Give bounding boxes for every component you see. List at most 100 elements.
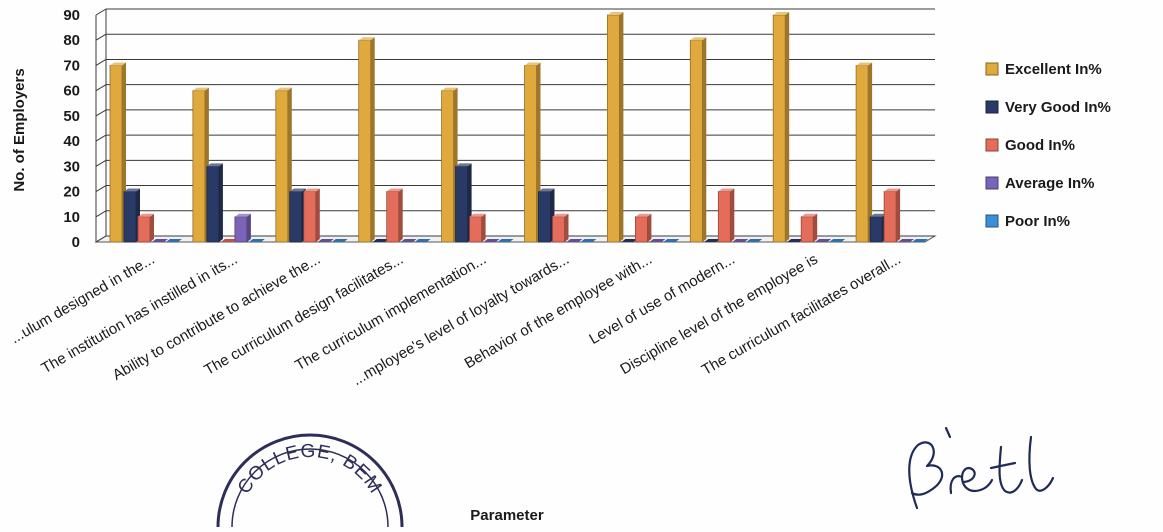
bar-zero (663, 239, 680, 242)
bar (883, 188, 901, 243)
bar-top (455, 163, 472, 167)
legend-swatch (985, 62, 999, 76)
bar-front (192, 90, 206, 243)
bar (635, 213, 652, 243)
bar-front (386, 191, 400, 243)
bar (358, 37, 375, 243)
bar (137, 213, 154, 243)
seal-text: COLLEGE, BEM (234, 441, 385, 498)
legend-item: Good In% (985, 137, 1075, 154)
bar (386, 188, 403, 243)
bar-zero (704, 239, 721, 242)
bar-zero (621, 239, 638, 242)
bar-top (538, 188, 555, 192)
gridline-side (95, 159, 107, 167)
bar-zero (787, 239, 804, 242)
bar (331, 239, 348, 242)
category-label: ...ulum designed in the... (8, 251, 158, 347)
bar-zero (166, 239, 182, 242)
y-tick-label: 50 (63, 108, 80, 125)
bar-top (469, 213, 486, 217)
bar-front (855, 65, 869, 243)
bar-side (246, 213, 251, 242)
bar (869, 213, 887, 243)
bar (717, 188, 735, 243)
gridline-side (95, 185, 107, 192)
bar-zero (331, 239, 348, 242)
bar-side (619, 12, 624, 242)
bar (689, 37, 707, 243)
bar-zero (898, 239, 915, 242)
bar-side (702, 37, 707, 242)
bar-front (441, 90, 455, 243)
bar-front (635, 216, 648, 243)
bar-top (801, 213, 818, 217)
legend-item: Excellent In% (985, 61, 1102, 78)
legend-label: Excellent In% (1005, 61, 1102, 78)
bar (192, 87, 209, 243)
bar (414, 239, 431, 242)
bar-top (289, 188, 306, 192)
bar-side (896, 188, 901, 242)
bar-front (607, 14, 620, 243)
bar-zero (746, 239, 763, 242)
bar-zero (732, 239, 749, 242)
bar-top (690, 37, 707, 41)
x-axis-title: Parameter (470, 507, 544, 524)
svg-text:COLLEGE, BEM: COLLEGE, BEM (234, 441, 386, 498)
legend-label: Very Good In% (1005, 99, 1111, 116)
legend-swatch (985, 100, 999, 114)
gridline-side (95, 109, 107, 117)
signature (908, 426, 1055, 510)
bar-side (564, 213, 569, 242)
y-tick-label: 70 (63, 57, 80, 74)
bar-top (138, 213, 154, 217)
bar-zero (317, 239, 334, 242)
bar-side (315, 188, 320, 242)
gridline-side (95, 84, 107, 92)
category-labels: ...ulum designed in the...The institutio… (8, 251, 904, 389)
bar-side (218, 163, 223, 242)
bar-side (481, 213, 486, 242)
bar (732, 239, 749, 242)
bar (912, 239, 929, 242)
bars-layer (109, 12, 929, 243)
gridline-side (95, 134, 107, 142)
bar (524, 62, 541, 243)
y-tick-labels: 0 10 20 30 40 50 60 70 80 90 (63, 7, 80, 251)
bar (772, 12, 790, 243)
bar (248, 239, 265, 242)
legend-label: Poor In% (1005, 213, 1070, 230)
bar-front (455, 165, 469, 243)
bar-zero (220, 239, 237, 242)
bar-zero (580, 239, 597, 242)
y-tick-label: 10 (63, 209, 80, 226)
bar (552, 213, 569, 243)
y-tick-label: 0 (72, 234, 80, 251)
bar (469, 213, 486, 243)
bar (787, 239, 804, 242)
bar-front (275, 90, 289, 243)
gridline-side (95, 8, 107, 16)
y-tick-label: 40 (63, 133, 80, 150)
bar (220, 239, 237, 242)
bar (317, 239, 334, 242)
bar-front (538, 191, 551, 243)
bar (483, 239, 500, 242)
bar (649, 239, 666, 242)
bar (109, 62, 126, 243)
bar-side (647, 213, 652, 242)
bar-top (856, 62, 873, 66)
bar-front (469, 216, 483, 243)
y-tick-label: 20 (63, 184, 80, 201)
bar-top (870, 213, 887, 217)
bar-front (883, 191, 897, 243)
bar-front (109, 65, 123, 243)
gridline-side (95, 59, 107, 66)
legend-label: Average In% (1005, 175, 1094, 192)
legend-item: Very Good In% (985, 99, 1111, 116)
bar-top (110, 62, 126, 66)
bar-zero (152, 239, 168, 242)
bar (704, 239, 721, 242)
